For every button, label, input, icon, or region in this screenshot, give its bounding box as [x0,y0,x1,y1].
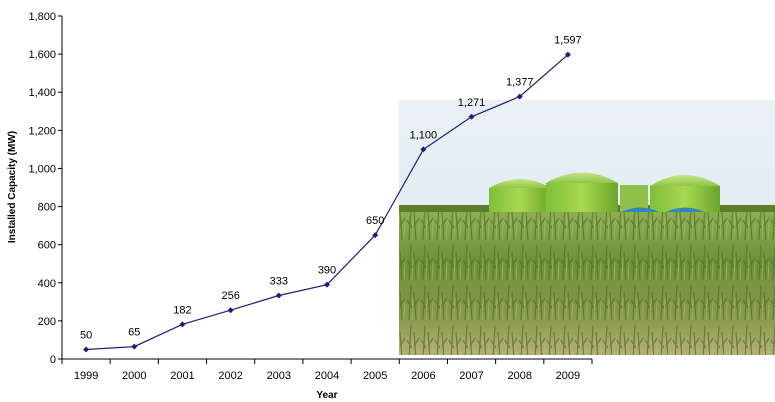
x-tick-label: 2007 [459,370,483,382]
data-label: 390 [318,265,336,277]
x-tick-label: 2000 [122,370,146,382]
x-tick-label: 2006 [411,370,435,382]
x-tick-label: 2005 [363,370,387,382]
data-label: 182 [173,304,191,316]
data-points [83,51,571,353]
y-tick-label: 0 [50,354,56,366]
y-tick-label: 1,000 [28,163,56,175]
axes [61,16,592,360]
data-point [324,281,330,288]
data-label: 1,100 [410,129,438,141]
y-tick-label: 200 [38,316,56,328]
data-point [179,321,186,328]
y-axis-title: Installed Capacity (MW) [7,131,18,243]
y-tick-label: 800 [38,202,56,214]
data-point [275,292,282,299]
data-labels: 50 65 182 256 333 390 650 1,100 1,271 1,377 1,597 [80,35,582,342]
x-tick-label: 2002 [218,370,242,382]
y-tick-label: 600 [38,240,56,252]
y-axis-ticks: 0 200 400 600 800 1,000 1,200 1,400 1,600 1,800 [28,11,62,366]
data-point [372,232,379,239]
y-tick-label: 1,800 [28,11,56,23]
data-label: 1,271 [458,97,486,109]
y-tick-label: 1,200 [28,125,56,137]
data-label: 1,597 [554,35,582,47]
y-tick-label: 1,400 [28,87,56,99]
data-point [83,346,90,353]
data-point [131,343,138,350]
data-label: 1,377 [506,77,534,89]
data-label: 65 [128,327,140,339]
data-point [564,51,571,58]
x-axis-title: Year [316,390,337,401]
data-point [516,93,523,100]
data-label: 650 [366,215,384,227]
x-tick-label: 2008 [507,370,531,382]
x-axis-ticks: 1999 2000 2001 2002 2003 2004 2005 2006 2007 2008… [61,359,593,382]
y-tick-label: 1,600 [28,49,56,61]
x-tick-label: 2009 [556,370,580,382]
data-point [227,307,234,314]
data-label: 256 [221,290,239,302]
x-tick-label: 2003 [267,370,291,382]
x-tick-label: 1999 [74,370,98,382]
data-label: 50 [80,329,92,341]
data-point [468,113,475,120]
x-tick-label: 2004 [315,370,339,382]
y-tick-label: 400 [38,278,56,290]
x-tick-label: 2001 [170,370,194,382]
background-photo [399,100,775,355]
data-label: 333 [270,276,288,288]
data-point [420,146,427,153]
